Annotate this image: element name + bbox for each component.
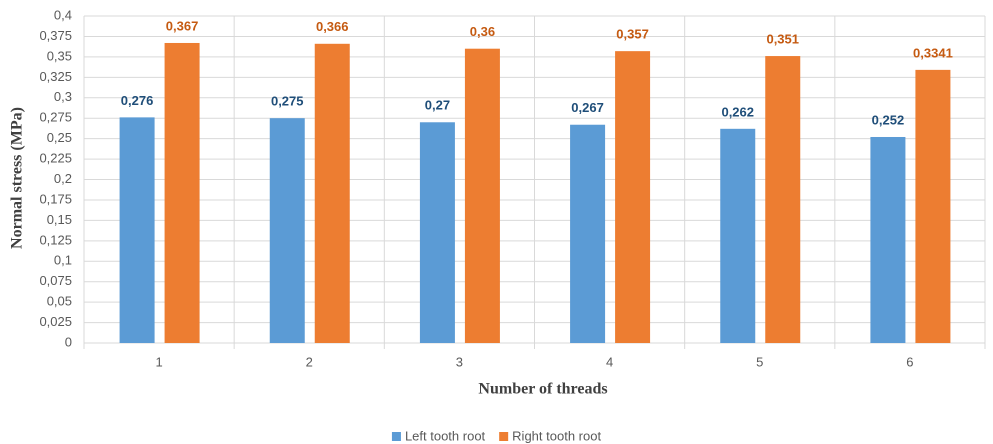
y-tick-label: 0,1 [54, 253, 72, 268]
value-label: 0,276 [121, 93, 154, 108]
value-label: 0,27 [425, 98, 450, 113]
bar [870, 136, 906, 343]
y-tick-label: 0,35 [47, 48, 72, 63]
value-label: 0,357 [616, 27, 649, 42]
x-tick-label: 1 [155, 354, 162, 369]
bar [765, 56, 801, 344]
y-tick-label: 0,175 [39, 191, 72, 206]
value-label: 0,267 [571, 100, 604, 115]
value-label: 0,36 [470, 24, 495, 39]
x-axis-title: Number of threads [478, 381, 607, 398]
y-tick-label: 0,125 [39, 232, 72, 247]
bar [269, 118, 305, 343]
legend-swatch [391, 432, 401, 441]
y-tick-label: 0,225 [39, 151, 72, 166]
x-tick-label: 4 [606, 354, 613, 369]
bar [119, 117, 155, 344]
bar [464, 48, 500, 343]
value-label: 0,275 [271, 94, 304, 109]
value-label: 0,351 [766, 31, 799, 46]
y-tick-label: 0 [65, 334, 72, 349]
value-label: 0,367 [166, 18, 199, 33]
value-label: 0,3341 [913, 45, 953, 60]
bar [615, 51, 651, 344]
bar [314, 43, 350, 344]
y-tick-label: 0,05 [47, 294, 72, 309]
y-tick-label: 0,375 [39, 28, 72, 43]
bar [915, 69, 951, 343]
x-tick-label: 6 [906, 354, 913, 369]
x-tick-label: 5 [756, 354, 763, 369]
bar [164, 42, 200, 343]
y-tick-label: 0,025 [39, 314, 72, 329]
legend-swatch [499, 432, 509, 441]
value-label: 0,252 [872, 112, 905, 127]
y-tick-label: 0,4 [54, 7, 72, 22]
value-label: 0,366 [316, 19, 349, 34]
y-tick-label: 0,15 [47, 212, 72, 227]
x-tick-label: 2 [306, 354, 313, 369]
y-tick-label: 0,325 [39, 69, 72, 84]
y-tick-label: 0,25 [47, 130, 72, 145]
y-tick-label: 0,075 [39, 273, 72, 288]
y-tick-label: 0,3 [54, 89, 72, 104]
y-tick-label: 0,2 [54, 171, 72, 186]
value-label: 0,262 [721, 104, 754, 119]
x-tick-label: 3 [456, 354, 463, 369]
legend-label: Right tooth root [512, 428, 601, 443]
legend-label: Left tooth root [405, 428, 486, 443]
y-tick-label: 0,275 [39, 110, 72, 125]
bar [720, 128, 756, 343]
bar [570, 124, 606, 343]
y-axis-title: Normal stress (MPa) [9, 107, 26, 249]
bar [419, 122, 455, 344]
